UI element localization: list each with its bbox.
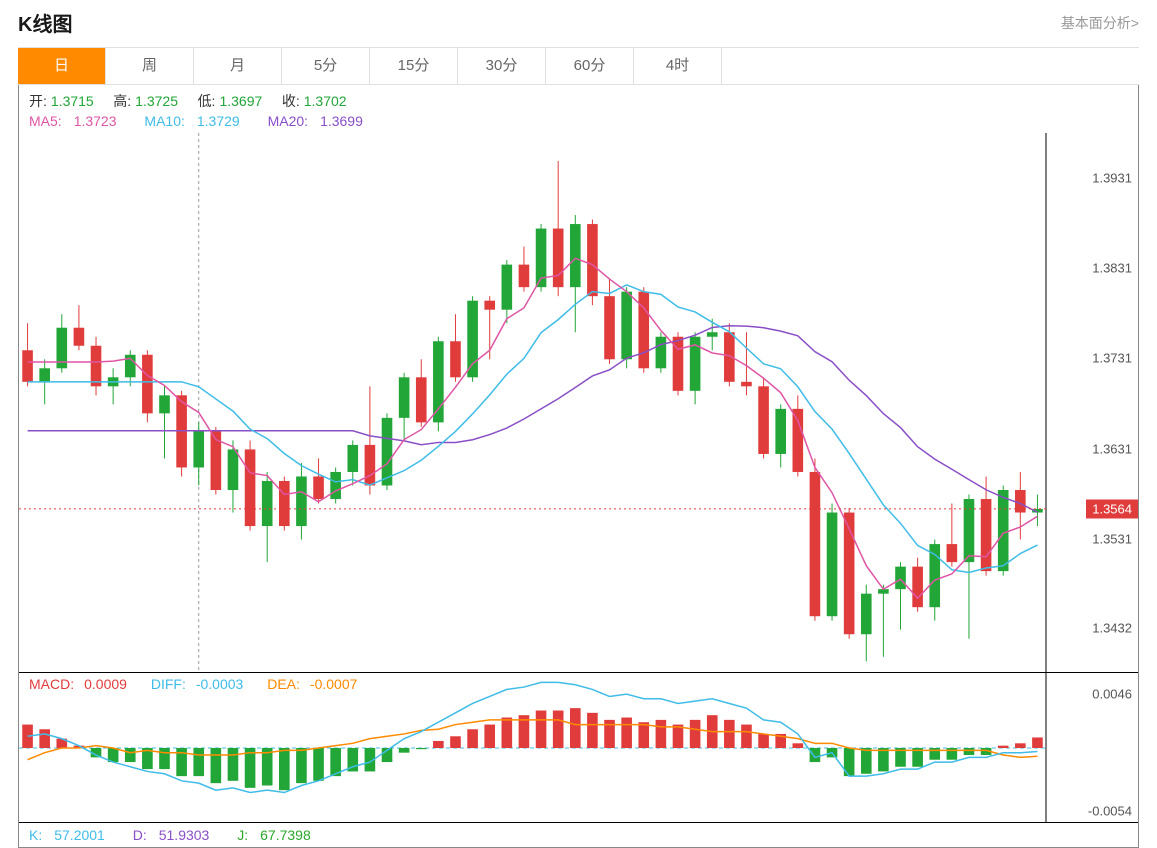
close-label: 收: — [282, 93, 300, 109]
header: K线图 基本面分析> — [0, 0, 1157, 43]
low-label: 低: — [198, 93, 216, 109]
tab-60分[interactable]: 60分 — [546, 48, 634, 84]
candlestick-chart[interactable]: 1.3432 1.3531 1.3631 1.3731 1.3831 1.3931 1.35… — [19, 133, 1138, 673]
page-title: K线图 — [18, 8, 72, 37]
macd-label-row: MACD:0.0009 DIFF:-0.0003 DEA:-0.0007 — [29, 676, 377, 692]
root: K线图 基本面分析> 日周月5分15分30分60分4时 开:1.3715 高:1… — [0, 0, 1157, 841]
current-price-tag: 1.3564 — [1086, 499, 1138, 518]
tab-日[interactable]: 日 — [18, 48, 106, 84]
tab-5分[interactable]: 5分 — [282, 48, 370, 84]
macd-val: MACD:0.0009 — [29, 676, 137, 692]
y-tick: 1.3631 — [1092, 441, 1132, 456]
y-tick: 1.3432 — [1092, 620, 1132, 635]
y-tick: 1.3731 — [1092, 351, 1132, 366]
open-label: 开: — [29, 93, 47, 109]
fundamental-link[interactable]: 基本面分析> — [1061, 13, 1139, 33]
tab-15分[interactable]: 15分 — [370, 48, 458, 84]
high-label: 高: — [113, 93, 131, 109]
diff-val: DIFF:-0.0003 — [151, 676, 253, 692]
kdj-bar: K:57.2001 D:51.9303 J:67.7398 — [19, 823, 1138, 847]
macd-y-tick: 0.0046 — [1092, 687, 1132, 702]
tab-30分[interactable]: 30分 — [458, 48, 546, 84]
tab-4时[interactable]: 4时 — [634, 48, 722, 84]
timeframe-tabs: 日周月5分15分30分60分4时 — [18, 47, 1139, 85]
y-tick: 1.3931 — [1092, 171, 1132, 186]
y-tick: 1.3831 — [1092, 261, 1132, 276]
tab-月[interactable]: 月 — [194, 48, 282, 84]
macd-y-tick: -0.0054 — [1088, 804, 1132, 819]
ohlc-bar: 开:1.3715 高:1.3725 低:1.3697 收:1.3702 — [19, 85, 1138, 113]
macd-chart[interactable]: MACD:0.0009 DIFF:-0.0003 DEA:-0.0007 -0.… — [19, 673, 1138, 823]
y-tick: 1.3531 — [1092, 531, 1132, 546]
dea-val: DEA:-0.0007 — [267, 676, 367, 692]
close-value: 1.3702 — [304, 93, 347, 109]
low-value: 1.3697 — [219, 93, 262, 109]
ma20: MA20:1.3699 — [268, 113, 375, 129]
chart-panel: 开:1.3715 高:1.3725 低:1.3697 收:1.3702 MA5:… — [18, 85, 1139, 848]
tab-周[interactable]: 周 — [106, 48, 194, 84]
ma10: MA10:1.3729 — [144, 113, 251, 129]
ma-bar: MA5:1.3723 MA10:1.3729 MA20:1.3699 — [19, 113, 1138, 133]
high-value: 1.3725 — [135, 93, 178, 109]
open-value: 1.3715 — [51, 93, 94, 109]
ma5: MA5:1.3723 — [29, 113, 129, 129]
